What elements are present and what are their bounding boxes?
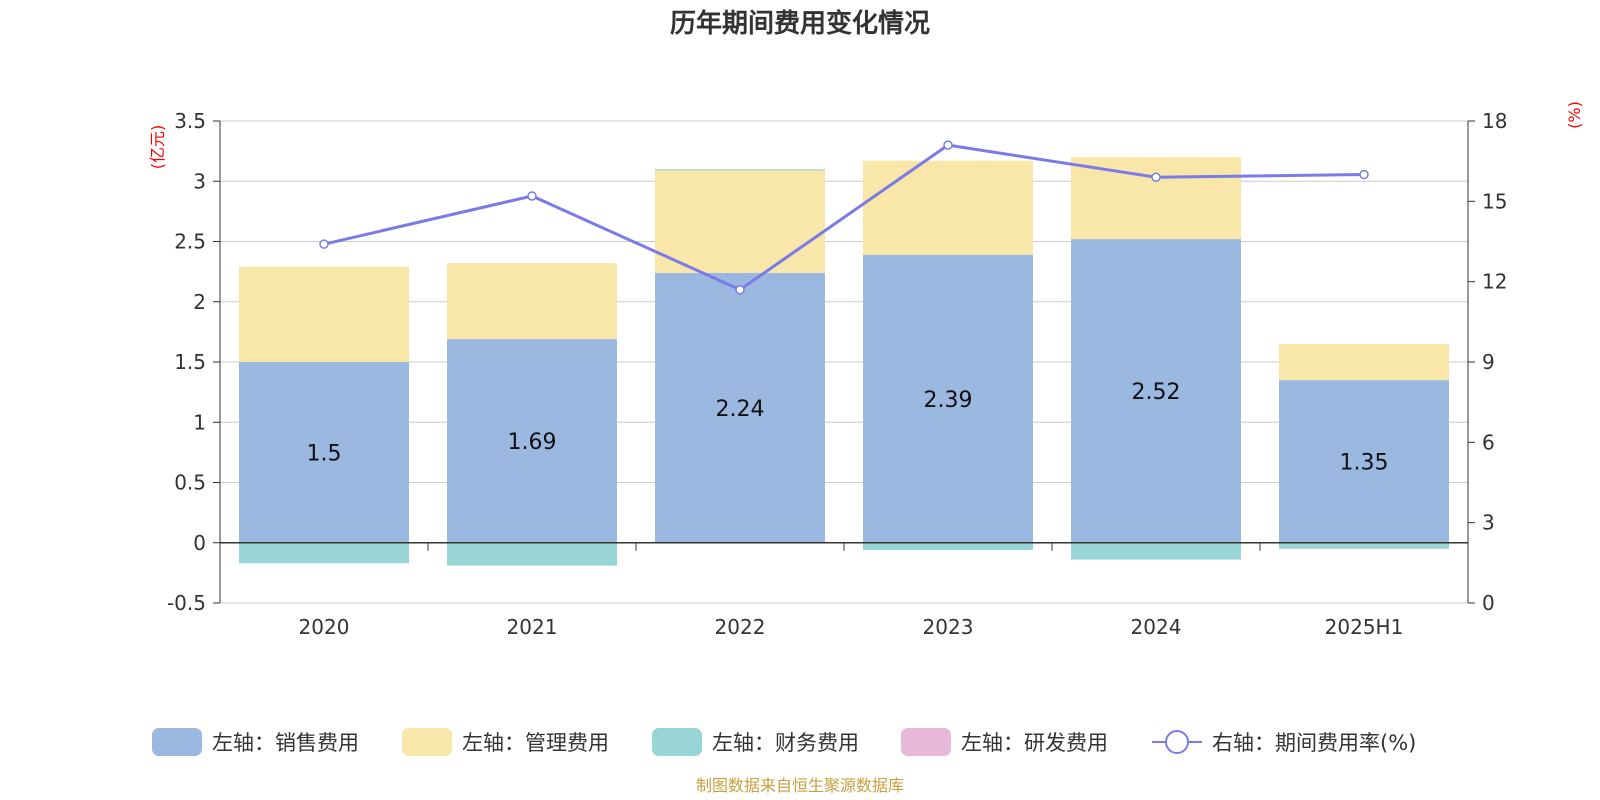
- bar-segment: [239, 542, 409, 564]
- bar-segment: [863, 542, 1033, 550]
- legend-swatch: [152, 728, 202, 756]
- data-label: 1.35: [1340, 450, 1389, 475]
- left-axis-tick-label: 2: [193, 290, 206, 314]
- category-label: 2024: [1131, 615, 1182, 639]
- bar-segment: [447, 542, 617, 566]
- data-source-note: 制图数据来自恒生聚源数据库: [696, 776, 904, 795]
- bar-segment: [1071, 157, 1241, 240]
- left-axis-tick-label: 3.5: [174, 109, 206, 133]
- rate-line: [319, 140, 1369, 295]
- bar-segment: [1279, 542, 1449, 549]
- right-axis-unit: (%): [1565, 101, 1584, 129]
- right-axis-tick-label: 12: [1482, 270, 1507, 294]
- rate-line-point: [1359, 169, 1369, 180]
- left-axis-tick-label: 0.5: [174, 471, 206, 495]
- bar-segment: [863, 160, 1033, 255]
- rate-line-point: [735, 284, 745, 295]
- bar-segment: [655, 272, 825, 543]
- data-label: 2.52: [1132, 380, 1181, 405]
- data-label: 1.69: [508, 430, 557, 455]
- data-labels: 1.5 1.69 2.24 2.39 2.52 1.35: [307, 380, 1389, 475]
- legend: 左轴：销售费用 左轴：管理费用 左轴：财务费用 左轴：研发费用 右轴：期间费用率(%): [152, 728, 1416, 756]
- axes: 3.532.521.510.50-0.51815129630(亿元)(%)202…: [148, 101, 1584, 639]
- category-label: 2022: [715, 615, 766, 639]
- rate-line-point: [943, 140, 953, 150]
- bar-segment: [447, 339, 617, 543]
- bar-segment: [1071, 542, 1241, 560]
- legend-label: 左轴：财务费用: [712, 731, 859, 755]
- category-label: 2020: [299, 615, 350, 639]
- grid-lines: [220, 120, 1468, 604]
- left-axis-tick-label: 3: [193, 169, 206, 193]
- legend-label: 左轴：销售费用: [212, 731, 359, 755]
- left-axis-tick-label: 0: [193, 531, 206, 555]
- bar-segment: [239, 266, 409, 362]
- legend-circle-swatch: [1165, 730, 1189, 754]
- rate-line-point: [527, 191, 537, 201]
- rate-line-point: [319, 239, 329, 249]
- rate-line-point: [1151, 172, 1161, 182]
- data-label: 2.24: [716, 397, 765, 422]
- legend-label: 左轴：研发费用: [961, 731, 1108, 755]
- left-axis-tick-label: 2.5: [174, 230, 206, 254]
- right-axis-tick-label: 6: [1482, 430, 1495, 454]
- right-axis-tick-label: 15: [1482, 189, 1507, 213]
- left-axis-unit: (亿元): [148, 125, 167, 170]
- bar-segment: [1071, 239, 1241, 543]
- chart-title: 历年期间费用变化情况: [670, 8, 930, 39]
- bars: [239, 157, 1449, 566]
- bar-segment: [863, 254, 1033, 543]
- bar-segment: [447, 263, 617, 340]
- legend-swatch: [652, 728, 702, 756]
- legend-label: 右轴：期间费用率(%): [1212, 731, 1416, 755]
- bar-segment: [239, 362, 409, 543]
- right-axis-tick-label: 3: [1482, 511, 1495, 535]
- rate-line-path: [323, 143, 1365, 292]
- category-label: 2021: [507, 615, 558, 639]
- legend-label: 左轴：管理费用: [462, 731, 609, 755]
- category-label: 2023: [923, 615, 974, 639]
- bar-segment: [1279, 380, 1449, 543]
- right-axis-tick-label: 18: [1482, 109, 1507, 133]
- left-axis-tick-label: -0.5: [167, 591, 206, 615]
- data-label: 1.5: [307, 441, 342, 466]
- data-label: 2.39: [924, 388, 973, 413]
- legend-swatch: [402, 728, 452, 756]
- bar-segment: [1279, 343, 1449, 381]
- left-axis-tick-label: 1.5: [174, 350, 206, 374]
- category-label: 2025H1: [1325, 615, 1404, 639]
- legend-swatch: [901, 728, 951, 756]
- bar-segment: [655, 169, 825, 171]
- right-axis-tick-label: 9: [1482, 350, 1495, 374]
- bar-segment: [655, 170, 825, 273]
- right-axis-tick-label: 0: [1482, 591, 1495, 615]
- left-axis-tick-label: 1: [193, 410, 206, 434]
